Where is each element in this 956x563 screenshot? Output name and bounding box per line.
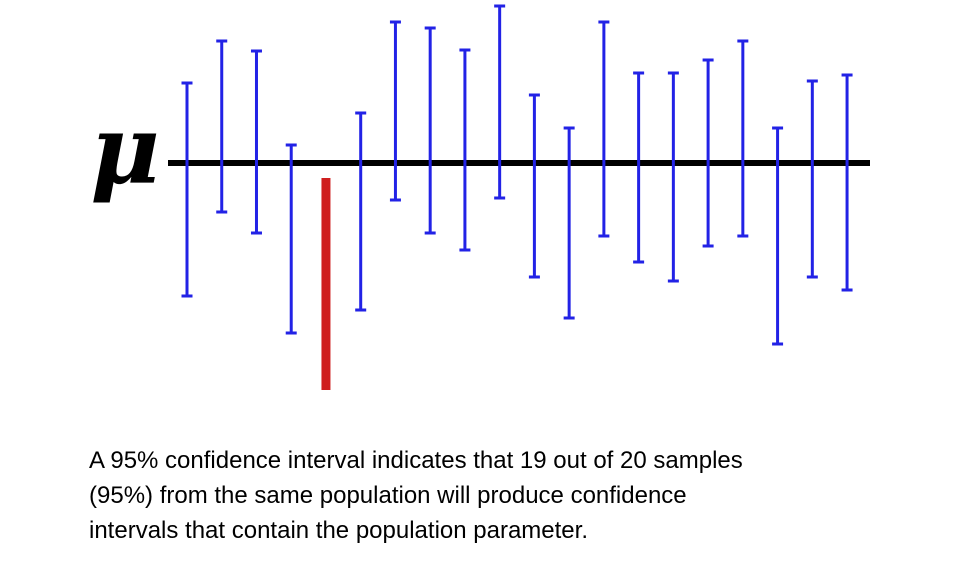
confidence-interval-plot: μ — [90, 4, 870, 390]
intervals-group — [181, 4, 853, 390]
mu-symbol: μ — [90, 95, 160, 206]
confidence-interval-16 — [702, 58, 714, 248]
caption-line-1: A 95% confidence interval indicates that… — [89, 447, 743, 474]
caption-line-2: (95%) from the same population will prod… — [89, 482, 687, 509]
confidence-interval-9 — [459, 48, 471, 252]
confidence-interval-4 — [285, 143, 297, 335]
confidence-interval-15 — [667, 71, 679, 283]
confidence-interval-6 — [355, 111, 367, 312]
caption-line-3: intervals that contain the population pa… — [89, 517, 588, 544]
confidence-interval-2 — [216, 39, 228, 214]
confidence-interval-18 — [772, 126, 784, 346]
confidence-interval-19 — [806, 79, 818, 279]
confidence-interval-1 — [181, 81, 193, 298]
confidence-interval-7 — [389, 20, 401, 202]
confidence-interval-11 — [528, 93, 540, 279]
confidence-interval-12 — [563, 126, 575, 320]
confidence-interval-14 — [633, 71, 645, 264]
confidence-interval-10 — [494, 4, 506, 200]
confidence-interval-17 — [737, 39, 749, 238]
confidence-interval-20 — [841, 73, 853, 292]
figure-caption: A 95% confidence interval indicates that… — [89, 443, 919, 548]
confidence-interval-13 — [598, 20, 610, 238]
confidence-interval-3 — [250, 49, 262, 235]
confidence-interval-8 — [424, 26, 436, 235]
